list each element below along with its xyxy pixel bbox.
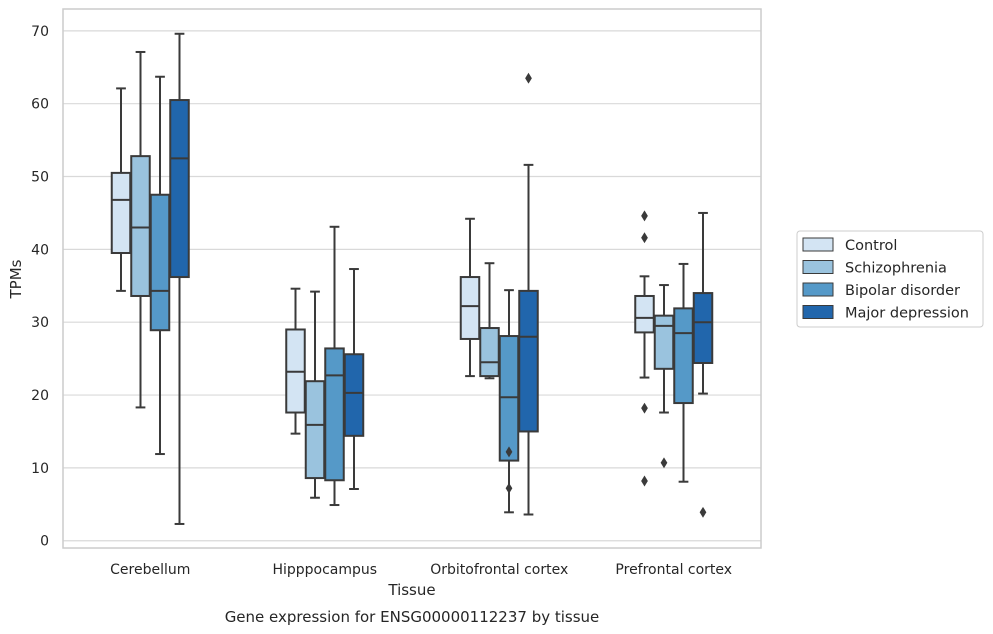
box-iqr <box>130 155 151 297</box>
legend-swatch-0 <box>802 237 834 252</box>
boxes <box>110 32 714 525</box>
box-iqr <box>149 193 171 332</box>
y-tick-label: 70 <box>31 24 49 40</box>
y-tick-label: 0 <box>40 534 49 550</box>
outlier-point <box>641 402 648 414</box>
box-0-1 <box>130 50 151 409</box>
x-tick-label: Hipppocampus <box>272 562 377 578</box>
outlier-point <box>505 482 513 494</box>
box-3-3 <box>692 211 714 518</box>
box-1-0 <box>285 287 306 435</box>
y-axis-label: TPMs <box>7 259 25 299</box>
y-tick-label: 40 <box>31 242 49 258</box>
box-3-2 <box>673 262 694 483</box>
outlier-point <box>525 72 532 84</box>
outlier-point <box>641 232 648 244</box>
box-iqr <box>110 171 132 255</box>
legend-label-3: Major depression <box>845 306 969 322</box>
y-tick-label: 20 <box>31 388 49 404</box>
box-iqr <box>343 353 365 437</box>
outlier-point <box>505 446 513 458</box>
outlier-point <box>641 475 648 487</box>
legend: Control Schizophrenia Bipolar disorder Majo… <box>796 230 984 328</box>
x-tick-label: Cerebellum <box>110 562 190 578</box>
legend-label-0: Control <box>845 238 897 254</box>
box-0-3 <box>169 32 190 525</box>
plot-area-frame <box>62 8 762 549</box>
x-axis-ticks: Cerebellum Hipppocampus Orbitofrontal cort… <box>110 562 732 578</box>
box-iqr <box>653 314 675 370</box>
outlier-point <box>660 457 668 469</box>
x-axis-label: Tissue <box>387 581 435 599</box>
outlier-point <box>641 210 648 222</box>
box-iqr <box>692 292 714 364</box>
x-tick-label: Orbitofrontal cortex <box>430 562 568 578</box>
box-iqr <box>498 335 520 462</box>
x-tick-label: Prefrontal cortex <box>615 562 732 578</box>
legend-swatch-2 <box>802 282 834 297</box>
box-iqr <box>459 276 481 340</box>
box-3-0 <box>634 210 655 487</box>
box-2-1 <box>479 262 500 380</box>
box-iqr <box>673 307 694 405</box>
legend-swatch-1 <box>802 260 834 274</box>
box-2-2 <box>498 289 520 514</box>
box-2-0 <box>459 217 481 378</box>
box-iqr <box>169 99 190 279</box>
y-tick-label: 10 <box>31 461 49 477</box>
y-axis-ticks: 0 10 20 30 40 50 60 70 <box>31 24 49 550</box>
box-0-2 <box>149 75 171 456</box>
legend-swatch-3 <box>802 305 834 319</box>
legend-frame <box>796 230 984 328</box>
y-tick-label: 30 <box>31 315 49 331</box>
box-iqr <box>479 327 500 378</box>
y-tick-label: 60 <box>31 97 49 113</box>
box-1-1 <box>304 290 326 499</box>
chart-caption: Gene expression for ENSG00000112237 by t… <box>225 608 600 626</box>
legend-label-1: Schizophrenia <box>845 261 947 277</box>
outlier-point <box>699 506 707 518</box>
box-1-3 <box>343 268 365 491</box>
box-0-0 <box>110 87 132 292</box>
box-2-3 <box>518 72 539 516</box>
box-1-2 <box>324 225 345 507</box>
box-iqr <box>304 380 326 480</box>
box-3-1 <box>653 284 675 469</box>
box-iqr <box>324 347 345 482</box>
box-iqr <box>634 294 655 334</box>
y-tick-label: 50 <box>31 170 49 186</box>
legend-label-2: Bipolar disorder <box>845 283 960 299</box>
box-iqr <box>518 289 539 433</box>
